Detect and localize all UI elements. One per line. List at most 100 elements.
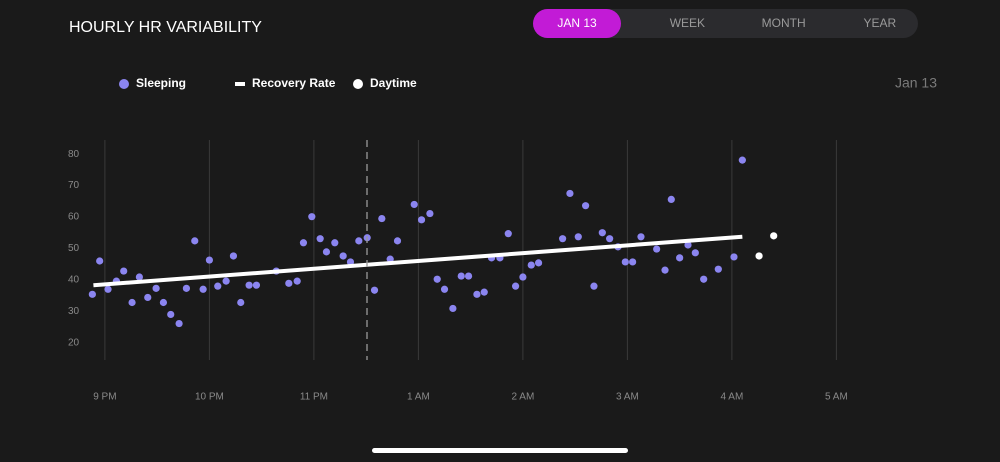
- y-tick-label: 30: [68, 306, 80, 317]
- data-point: [182, 284, 191, 292]
- data-point: [96, 257, 104, 265]
- data-point: [285, 279, 293, 287]
- tab-bar: [533, 9, 918, 38]
- data-point: [621, 258, 629, 266]
- data-point: [205, 256, 213, 264]
- data-point: [167, 310, 175, 319]
- data-point: [410, 200, 418, 209]
- data-point: [229, 252, 238, 260]
- data-point: [574, 233, 582, 241]
- date-label: Jan 13: [895, 75, 937, 91]
- y-tick-label: 40: [68, 274, 80, 285]
- data-point: [457, 272, 465, 280]
- data-point: [464, 272, 473, 280]
- data-point: [691, 249, 699, 257]
- data-point: [191, 237, 199, 245]
- data-point: [135, 273, 143, 281]
- tabs: JAN 13 WEEK MONTH YEAR: [533, 9, 897, 38]
- data-point: [738, 156, 746, 164]
- data-point: [519, 273, 527, 281]
- data-point: [199, 285, 207, 293]
- data-point: [308, 213, 316, 221]
- data-point: [684, 241, 692, 249]
- x-tick-label: 11 PM: [300, 392, 328, 403]
- data-point: [770, 232, 778, 240]
- data-point: [299, 239, 308, 247]
- data-point: [386, 255, 394, 263]
- data-point: [252, 281, 261, 289]
- x-tick-label: 4 AM: [721, 392, 744, 403]
- home-indicator: [372, 448, 628, 453]
- data-point: [293, 277, 301, 285]
- data-point: [370, 286, 379, 294]
- data-point: [598, 229, 606, 237]
- data-point: [144, 293, 152, 302]
- data-point: [714, 265, 722, 273]
- data-point: [331, 239, 339, 247]
- data-point: [214, 282, 222, 290]
- data-point: [527, 261, 535, 269]
- data-point: [355, 237, 363, 245]
- data-point: [104, 285, 112, 293]
- y-tick-label: 60: [68, 212, 80, 223]
- y-tick-label: 80: [68, 149, 80, 160]
- tab-label[interactable]: MONTH: [762, 16, 806, 30]
- data-point: [755, 252, 763, 260]
- data-point: [534, 259, 543, 267]
- data-point: [440, 285, 449, 293]
- x-tick-label: 10 PM: [195, 392, 224, 403]
- data-point: [346, 258, 355, 266]
- data-point: [237, 298, 245, 307]
- data-point: [676, 254, 684, 262]
- data-point: [417, 216, 426, 224]
- tab-label[interactable]: JAN 13: [557, 16, 597, 30]
- data-point: [433, 275, 441, 283]
- data-point: [667, 195, 675, 203]
- data-point: [582, 202, 590, 210]
- tab-label[interactable]: YEAR: [864, 16, 897, 30]
- data-point: [730, 253, 738, 261]
- data-point: [480, 288, 488, 296]
- data-point: [339, 252, 347, 260]
- x-tick-label: 5 AM: [825, 392, 848, 403]
- data-point: [559, 235, 567, 243]
- data-point: [566, 189, 574, 198]
- data-point: [128, 298, 136, 307]
- data-point: [245, 281, 253, 289]
- trend-line: [93, 234, 743, 288]
- data-point: [120, 267, 128, 275]
- plot: 9 PM 10 PM 11 PM 1 AM 2 AM 3 AM 4 AM 5 AM 20 30 40…: [68, 140, 848, 403]
- data-point: [661, 266, 669, 274]
- data-point: [322, 248, 331, 256]
- legend-swatch: [235, 82, 245, 86]
- data-point: [504, 230, 512, 238]
- legend-label: Sleeping: [136, 76, 186, 90]
- data-point: [316, 235, 324, 243]
- x-tick-label: 3 AM: [616, 392, 639, 403]
- legend-label: Daytime: [370, 76, 417, 90]
- legend-swatch: [353, 79, 363, 89]
- data-point: [473, 290, 481, 298]
- legend-label: Recovery Rate: [252, 76, 336, 90]
- data-point: [629, 258, 637, 266]
- y-tick-label: 50: [68, 243, 80, 254]
- x-tick-label: 1 AM: [407, 392, 430, 403]
- data-point: [511, 282, 520, 290]
- tab-active[interactable]: [533, 9, 621, 38]
- y-tick-label: 70: [68, 180, 80, 191]
- data-point: [152, 284, 160, 292]
- legend: Sleeping Recovery Rate Daytime: [119, 76, 417, 90]
- data-point: [700, 275, 708, 283]
- data-point: [88, 290, 96, 298]
- data-point: [426, 209, 434, 218]
- data-point: [449, 304, 457, 313]
- tab-label[interactable]: WEEK: [670, 16, 705, 30]
- y-tick-label: 20: [68, 337, 80, 348]
- x-tick-label: 9 PM: [93, 392, 116, 403]
- title: HOURLY HR VARIABILITY: [69, 19, 262, 36]
- legend-swatch: [119, 79, 129, 89]
- data-point: [378, 214, 386, 223]
- data-point: [606, 235, 614, 243]
